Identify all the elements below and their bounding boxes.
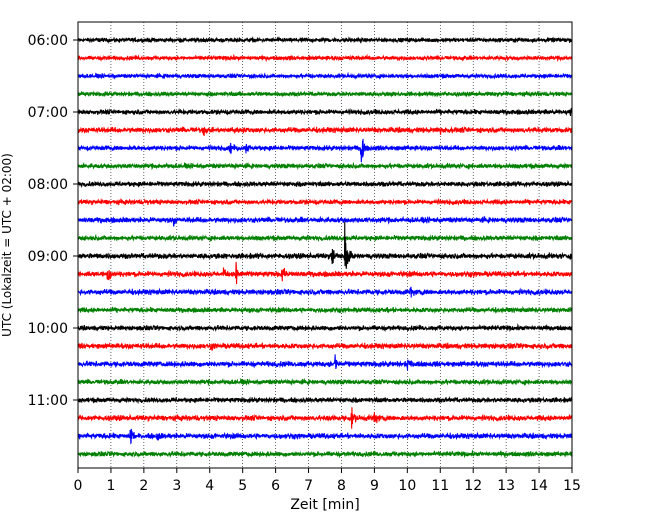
trace-lines <box>77 36 573 459</box>
trace-0630 <box>77 71 573 80</box>
y-tick-label: 11:00 <box>28 393 68 409</box>
x-tick-label: 4 <box>205 478 214 494</box>
x-tick-label: 9 <box>370 478 379 494</box>
trace-0700 <box>77 107 573 117</box>
y-tick-label: 08:00 <box>28 177 68 193</box>
trace-1130 <box>77 428 573 445</box>
x-tick-label: 3 <box>172 478 181 494</box>
trace-1100 <box>77 396 573 405</box>
plot-frame <box>77 21 573 469</box>
x-tick-label: 13 <box>497 478 515 494</box>
x-tick-label: 14 <box>530 478 548 494</box>
y-axis-ticks: 06:00 07:00 08:00 09:00 10:00 11:00 <box>28 33 78 409</box>
trace-0715 <box>77 125 573 137</box>
x-axis-label: Zeit [min] <box>290 497 359 513</box>
x-tick-label: 8 <box>337 478 346 494</box>
trace-0900 <box>77 221 573 269</box>
x-tick-label: 12 <box>464 478 482 494</box>
trace-1000 <box>77 323 573 333</box>
trace-0615 <box>77 53 573 63</box>
x-tick-label: 2 <box>139 478 148 494</box>
x-tick-label: 15 <box>563 478 581 494</box>
trace-0600 <box>77 36 573 44</box>
grid-lines <box>110 22 540 468</box>
trace-0730 <box>77 138 573 163</box>
trace-1115 <box>77 407 573 429</box>
trace-0800 <box>77 179 573 189</box>
trace-0845 <box>77 233 573 243</box>
x-tick-label: 11 <box>431 478 449 494</box>
trace-0815 <box>77 197 573 206</box>
x-tick-label: 6 <box>271 478 280 494</box>
trace-0930 <box>77 286 573 298</box>
x-tick-label: 0 <box>74 478 83 494</box>
trace-0915 <box>77 261 573 285</box>
y-tick-label: 06:00 <box>28 33 68 49</box>
y-tick-label: 10:00 <box>28 321 68 337</box>
y-axis-label: UTC (Lokalzeit = UTC + 02:00) <box>0 153 14 337</box>
trace-1015 <box>77 341 573 351</box>
x-tick-label: 10 <box>398 478 416 494</box>
x-axis-ticks: 0 1 2 3 4 5 6 7 8 9 10 11 12 13 14 15 <box>74 468 581 494</box>
trace-1045 <box>77 377 573 387</box>
trace-0830 <box>77 215 573 227</box>
y-tick-label: 09:00 <box>28 249 68 265</box>
trace-0745 <box>77 161 573 171</box>
x-tick-label: 1 <box>106 478 115 494</box>
y-tick-label: 07:00 <box>28 105 68 121</box>
trace-0945 <box>77 305 573 314</box>
trace-1030 <box>77 354 573 371</box>
trace-0645 <box>77 90 573 98</box>
x-tick-label: 5 <box>238 478 247 494</box>
x-tick-label: 7 <box>304 478 313 494</box>
trace-1145 <box>77 449 573 459</box>
